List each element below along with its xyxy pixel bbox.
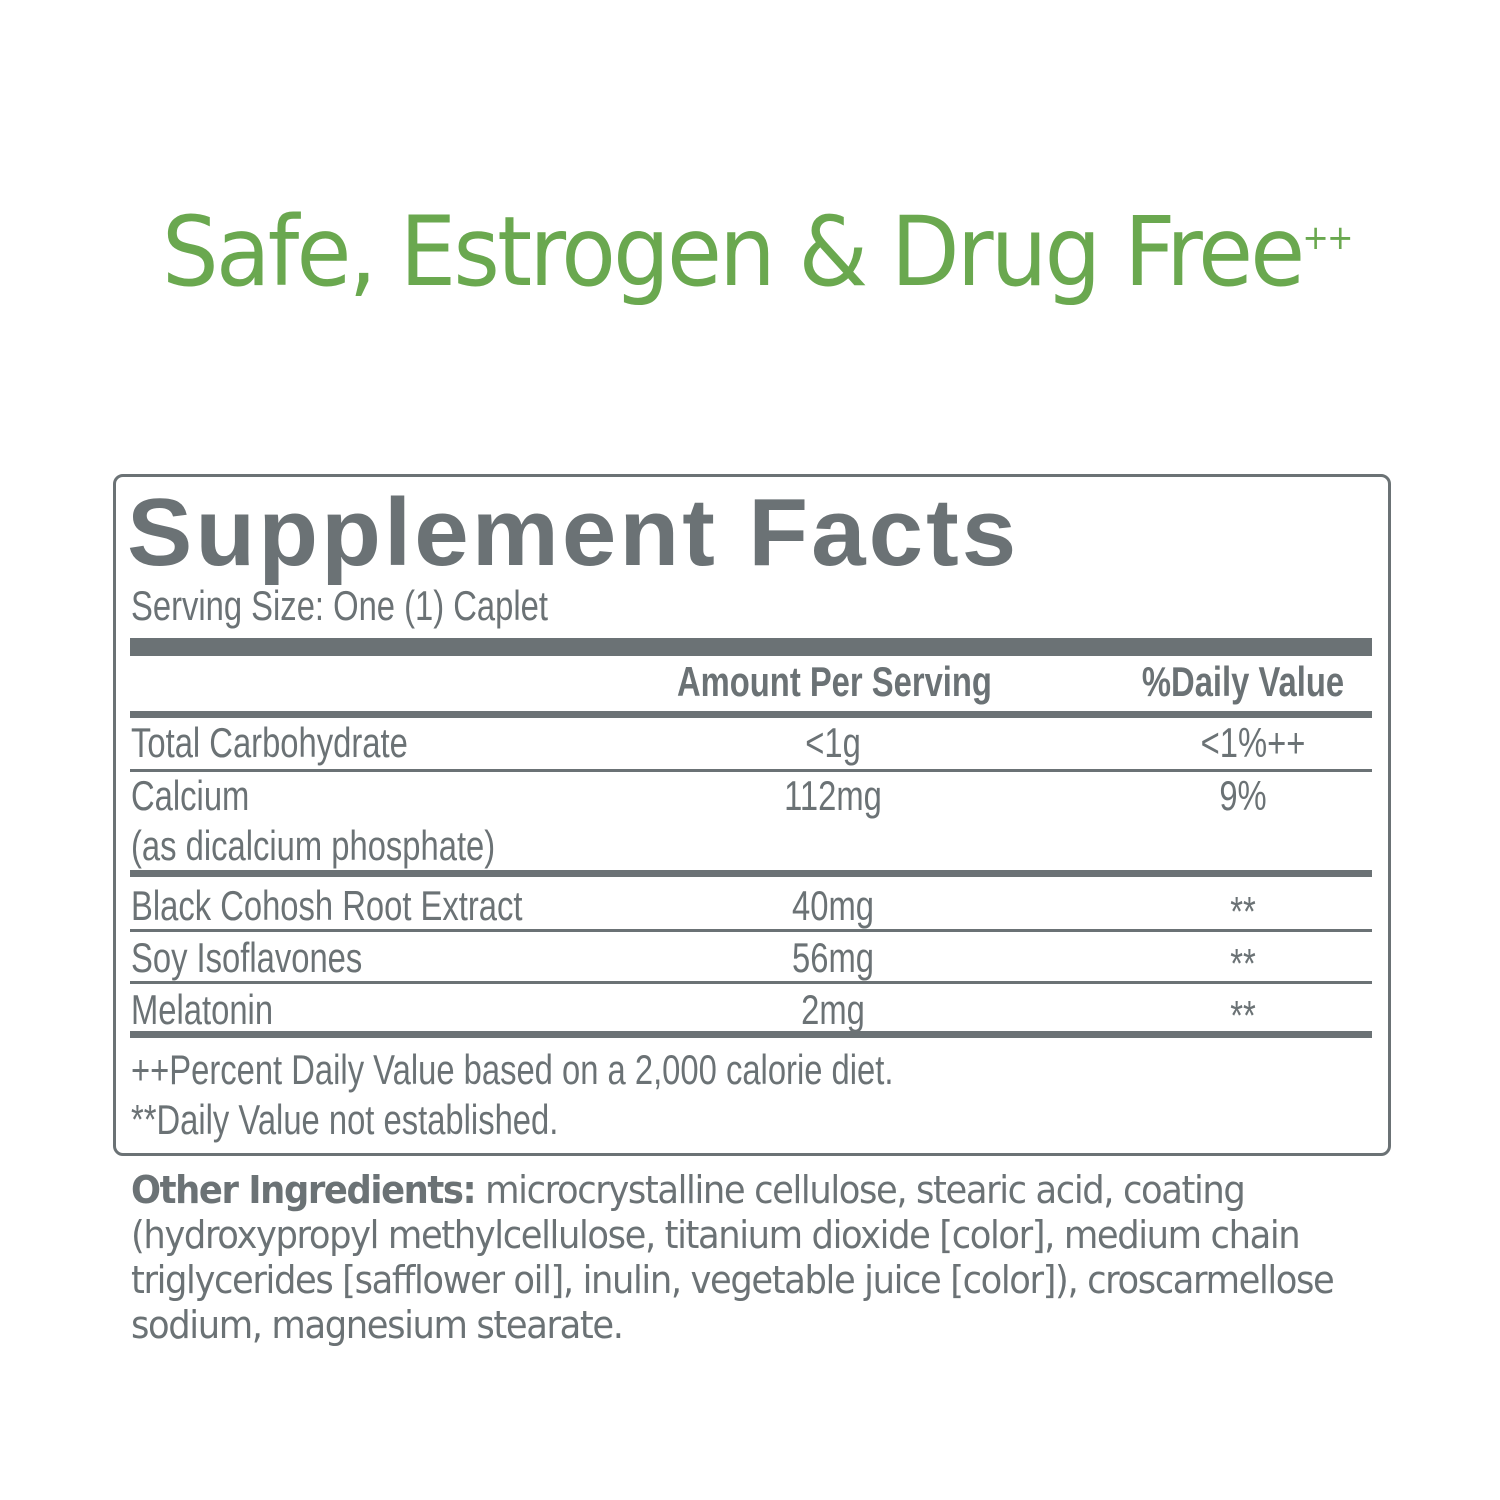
divider (130, 769, 1372, 772)
divider (130, 929, 1372, 932)
headline-text: Safe, Estrogen & Drug Free (162, 196, 1305, 308)
row-subname: (as dicalcium phosphate) (131, 822, 496, 869)
row-amount: <1g (805, 719, 861, 766)
row-amount: 56mg (792, 934, 874, 981)
divider-thick (130, 638, 1372, 656)
footnote: **Daily Value not established. (131, 1096, 559, 1143)
divider (130, 711, 1372, 718)
headline-footnote-mark: ++ (1302, 218, 1353, 258)
serving-size: Serving Size: One (1) Caplet (131, 582, 548, 629)
other-ingredients-text: microcrystalline cellulose, stearic acid… (131, 1168, 1335, 1347)
other-ingredients-label: Other Ingredients: (131, 1168, 477, 1212)
divider (130, 1031, 1372, 1038)
row-dv: <1%++ (1200, 719, 1306, 766)
row-dv: ** (1230, 940, 1256, 987)
row-name: Melatonin (131, 986, 274, 1033)
row-amount: 112mg (784, 772, 882, 819)
header-amount: Amount Per Serving (677, 658, 992, 705)
row-name: Soy Isoflavones (131, 934, 363, 981)
divider (130, 870, 1372, 877)
facts-title: Supplement Facts (127, 479, 1020, 586)
row-amount: 40mg (792, 882, 874, 929)
row-dv: 9% (1219, 772, 1267, 819)
row-name: Total Carbohydrate (131, 719, 408, 766)
header-daily-value: %Daily Value (1141, 658, 1345, 705)
divider (130, 981, 1372, 984)
footnote: ++Percent Daily Value based on a 2,000 c… (131, 1046, 894, 1093)
row-name: Black Cohosh Root Extract (131, 882, 523, 929)
row-name: Calcium (131, 772, 250, 819)
other-ingredients: Other Ingredients: microcrystalline cell… (131, 1168, 1377, 1348)
headline: Safe, Estrogen & Drug Free++ (162, 196, 1354, 308)
supplement-facts-panel (113, 474, 1391, 1156)
row-dv: ** (1230, 888, 1256, 935)
row-amount: 2mg (801, 986, 865, 1033)
